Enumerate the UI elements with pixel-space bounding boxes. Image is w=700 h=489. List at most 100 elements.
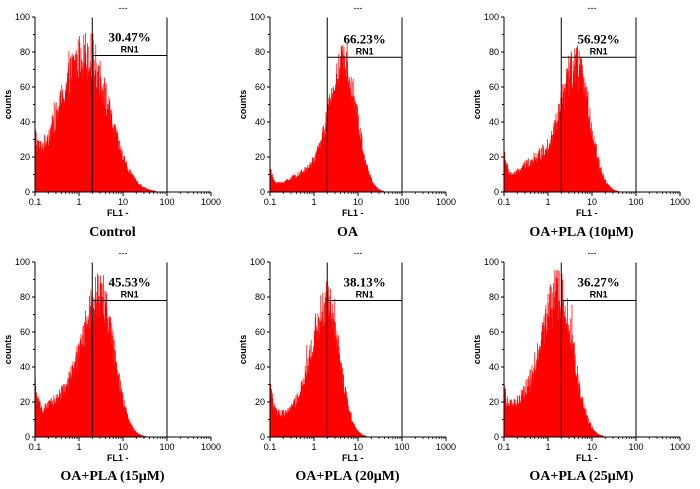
histogram-bin xyxy=(579,64,580,192)
histogram-bin xyxy=(148,189,150,192)
histogram-bin xyxy=(580,58,582,193)
histogram-bin xyxy=(51,133,52,192)
histogram-bin xyxy=(57,402,59,437)
histogram-bin xyxy=(285,180,286,192)
histogram-bin xyxy=(334,88,336,192)
histogram-bin xyxy=(324,133,326,192)
histogram-bin xyxy=(598,159,600,192)
x-tick-label: 0.1 xyxy=(264,442,277,452)
histogram-bin xyxy=(90,290,92,437)
histogram-bin xyxy=(548,149,549,192)
x-tick-label: 100 xyxy=(628,197,643,207)
histogram-bin xyxy=(97,275,99,437)
histogram-bin xyxy=(565,87,567,192)
histogram-bin xyxy=(348,405,349,437)
histogram-bin xyxy=(298,175,299,192)
histogram-bin xyxy=(566,68,567,192)
histogram-bin xyxy=(358,114,359,192)
histogram-bin xyxy=(578,384,580,437)
histogram-bin xyxy=(112,131,114,192)
histogram-bin xyxy=(362,434,364,437)
histogram-bin xyxy=(578,90,579,192)
histogram-bin xyxy=(561,273,563,437)
histogram-bin xyxy=(604,179,606,192)
histogram-bin xyxy=(568,331,570,437)
histogram-bin xyxy=(277,183,279,192)
histogram-bin xyxy=(39,402,41,437)
histogram-bin xyxy=(546,313,548,437)
histogram-bin xyxy=(283,183,284,192)
histogram-bin xyxy=(614,190,616,192)
histogram-bin xyxy=(134,431,136,437)
histogram-bin xyxy=(98,306,99,437)
histogram-bin xyxy=(87,42,88,192)
histogram-bin xyxy=(364,160,366,192)
histogram-bin xyxy=(299,171,301,192)
histogram-bin xyxy=(312,351,313,437)
histogram-bin xyxy=(77,70,78,192)
histogram-bin xyxy=(54,401,56,437)
histogram-bin xyxy=(61,385,62,437)
histogram-bin xyxy=(275,408,277,437)
histogram-bin xyxy=(357,430,359,437)
histogram-bin xyxy=(584,408,586,437)
histogram-bin xyxy=(354,100,356,192)
y-tick-label: 40 xyxy=(255,362,265,372)
histogram-bin xyxy=(519,400,521,437)
histogram-bin xyxy=(608,184,610,192)
histogram-bin xyxy=(37,396,39,437)
histogram-bin xyxy=(287,410,288,437)
histogram-bin xyxy=(525,168,526,192)
histogram-bin xyxy=(514,398,515,437)
histogram-bin xyxy=(331,93,333,192)
histogram-bin xyxy=(593,429,594,437)
histogram-bin xyxy=(327,104,329,192)
x-tick-label: 100 xyxy=(394,442,409,452)
histogram-bin xyxy=(93,59,95,192)
histogram-bin xyxy=(306,170,308,192)
histogram-bin xyxy=(358,430,359,437)
histogram-bin xyxy=(274,181,276,192)
histogram-bin xyxy=(354,98,355,192)
histogram-bin xyxy=(312,157,314,192)
histogram-bin xyxy=(275,407,276,437)
x-tick-label: 1 xyxy=(311,442,316,452)
histogram-bin xyxy=(84,322,85,437)
histogram-bin xyxy=(298,174,300,192)
histogram-bin xyxy=(530,165,532,192)
histogram-bin xyxy=(350,413,352,437)
histogram-bin xyxy=(336,73,337,192)
histogram-bin xyxy=(45,142,46,192)
histogram-bin xyxy=(86,323,88,437)
histogram-bin xyxy=(53,406,54,437)
histogram-bin xyxy=(613,189,615,192)
histogram-bin xyxy=(45,144,47,192)
histogram-bin xyxy=(135,430,137,437)
histogram-bin xyxy=(590,422,591,437)
histogram-bin xyxy=(548,142,550,192)
histogram-bin xyxy=(567,297,568,437)
histogram-bin xyxy=(575,378,577,437)
histogram-bin xyxy=(314,162,316,192)
histogram-bin xyxy=(564,87,566,192)
histogram-bin xyxy=(570,343,571,437)
histogram-bin xyxy=(66,89,67,192)
histogram-bin xyxy=(583,77,584,192)
histogram-bin xyxy=(318,143,320,192)
histogram-bin xyxy=(48,402,50,437)
histogram-bin xyxy=(50,140,51,192)
histogram-bin xyxy=(589,421,590,437)
histogram-bin xyxy=(322,132,323,192)
histogram-bin xyxy=(291,403,292,437)
histogram-bin xyxy=(119,149,121,192)
histogram-bin xyxy=(131,424,132,437)
histogram-bin xyxy=(56,398,58,437)
histogram-bin xyxy=(75,50,77,192)
histogram-bin xyxy=(373,183,375,192)
histogram-bin xyxy=(333,321,335,437)
histogram-bin xyxy=(379,189,381,192)
histogram-bin xyxy=(50,125,52,192)
histogram-bin xyxy=(49,401,51,437)
histogram-bin xyxy=(287,179,288,192)
histogram-bin xyxy=(307,358,309,437)
